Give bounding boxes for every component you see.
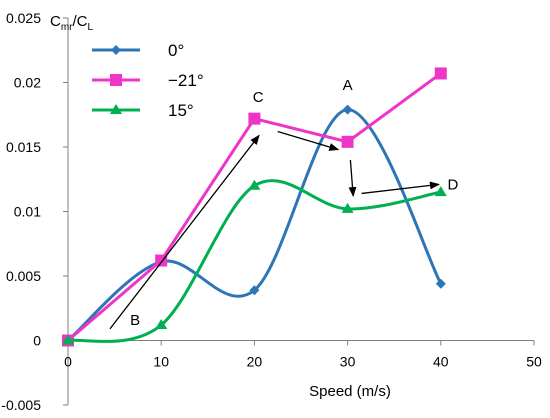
annotation-arrow bbox=[348, 159, 357, 198]
annotation-arrows bbox=[109, 130, 440, 330]
legend-item: 0° bbox=[92, 41, 184, 60]
x-tick-label: 40 bbox=[433, 354, 449, 370]
y-tick-label: -0.005 bbox=[1, 397, 41, 413]
annotation-label-D: D bbox=[447, 177, 458, 194]
data-point bbox=[248, 179, 261, 190]
x-tick-label: 10 bbox=[153, 354, 169, 370]
series-1 bbox=[62, 67, 447, 347]
legend-item: −21° bbox=[92, 71, 204, 90]
data-point bbox=[155, 319, 168, 330]
annotation-arrow bbox=[109, 134, 260, 330]
y-tick-label: 0.005 bbox=[6, 268, 41, 284]
legend-item: 15° bbox=[92, 101, 194, 120]
x-axis-label: Speed (m/s) bbox=[309, 383, 391, 400]
x-tick-label: 0 bbox=[64, 354, 72, 370]
annotation-label-C: C bbox=[253, 89, 264, 106]
annotation-label-A: A bbox=[343, 77, 353, 94]
legend-marker bbox=[110, 104, 122, 114]
series-2 bbox=[62, 179, 447, 345]
legend-marker bbox=[111, 45, 121, 55]
x-tick-label: 20 bbox=[247, 354, 263, 370]
y-tick-label: 0.01 bbox=[14, 204, 41, 220]
data-point bbox=[434, 67, 447, 80]
data-point bbox=[62, 334, 74, 345]
series-line bbox=[67, 179, 442, 343]
data-point bbox=[435, 278, 446, 289]
data-point bbox=[342, 104, 353, 115]
y-tick-label: 0.02 bbox=[14, 75, 41, 91]
legend-marker bbox=[110, 74, 122, 86]
annotation-label-B: B bbox=[130, 312, 140, 329]
data-point bbox=[248, 112, 261, 125]
annotation-arrow bbox=[361, 181, 440, 195]
legend-label: 15° bbox=[168, 101, 194, 120]
data-point bbox=[341, 135, 354, 148]
data-point bbox=[249, 285, 260, 296]
y-tick-label: 0.025 bbox=[6, 10, 41, 26]
legend-label: −21° bbox=[168, 71, 204, 90]
legend-label: 0° bbox=[168, 41, 184, 60]
y-tick-label: 0.015 bbox=[6, 139, 41, 155]
data-point bbox=[341, 202, 354, 213]
annotation-arrow bbox=[277, 130, 340, 151]
y-axis-label: Cmr/CL bbox=[50, 13, 94, 33]
data-point bbox=[434, 186, 447, 197]
legend: 0° −21° 15° bbox=[92, 41, 204, 120]
x-tick-label: 50 bbox=[526, 354, 542, 370]
y-tick-label: 0 bbox=[33, 333, 41, 349]
axes: -0.005 0 0.005 0.01 0.015 0.02 0.025 0 10 20 30 40 5… bbox=[1, 10, 542, 413]
series-line bbox=[67, 108, 443, 342]
annotation-labels: A B C D bbox=[130, 77, 458, 329]
x-tick-label: 30 bbox=[340, 354, 356, 370]
series-layer bbox=[62, 67, 447, 347]
